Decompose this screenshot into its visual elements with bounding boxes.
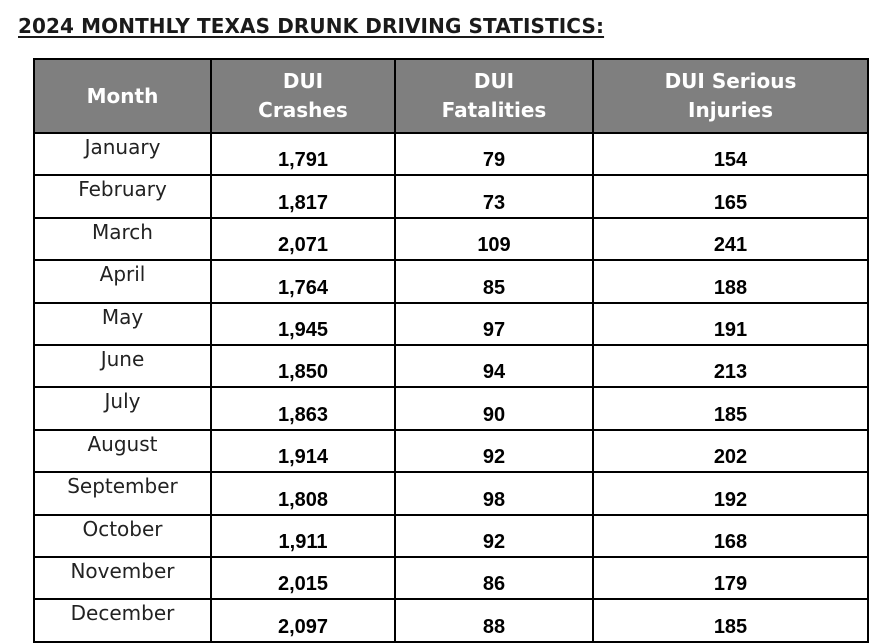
injuries-cell: 154 — [592, 131, 869, 177]
injuries-cell: 191 — [592, 301, 869, 346]
crashes-cell: 1,764 — [210, 259, 396, 304]
table-row: December 2,097 88 185 — [33, 598, 869, 643]
fatalities-cell: 88 — [394, 598, 594, 643]
table-row: February 1,817 73 165 — [33, 174, 869, 219]
fatalities-cell: 90 — [394, 386, 594, 431]
table-row: May 1,945 97 191 — [33, 301, 869, 346]
month-cell: July — [33, 386, 212, 431]
injuries-cell: 241 — [592, 216, 869, 262]
header-injuries: DUI Serious Injuries — [592, 58, 869, 134]
month-cell: August — [33, 428, 212, 474]
crashes-cell: 2,097 — [210, 598, 396, 643]
page-title: 2024 MONTHLY TEXAS DRUNK DRIVING STATIST… — [18, 14, 605, 38]
crashes-cell: 1,914 — [210, 428, 396, 474]
table-row: October 1,911 92 168 — [33, 513, 869, 558]
fatalities-cell: 79 — [394, 131, 594, 177]
table-row: June 1,850 94 213 — [33, 343, 869, 389]
injuries-cell: 202 — [592, 428, 869, 474]
fatalities-cell: 86 — [394, 555, 594, 601]
injuries-cell: 179 — [592, 555, 869, 601]
table-row: August 1,914 92 202 — [33, 428, 869, 474]
month-cell: March — [33, 216, 212, 262]
fatalities-cell: 94 — [394, 343, 594, 389]
crashes-cell: 1,911 — [210, 513, 396, 558]
fatalities-cell: 73 — [394, 174, 594, 219]
injuries-cell: 185 — [592, 598, 869, 643]
crashes-cell: 1,791 — [210, 131, 396, 177]
month-cell: April — [33, 259, 212, 304]
injuries-cell: 192 — [592, 471, 869, 516]
crashes-cell: 1,863 — [210, 386, 396, 431]
header-injuries-line1: DUI Serious — [664, 69, 797, 93]
dui-statistics-table: Month DUI Crashes DUI Fatalities DUI Serio… — [33, 58, 869, 643]
fatalities-cell: 92 — [394, 428, 594, 474]
month-cell: June — [33, 343, 212, 389]
month-cell: December — [33, 598, 212, 643]
fatalities-cell: 98 — [394, 471, 594, 516]
table-row: September 1,808 98 192 — [33, 471, 869, 516]
table-row: January 1,791 79 154 — [33, 131, 869, 177]
header-month: Month — [33, 58, 212, 134]
table-header-row: Month DUI Crashes DUI Fatalities DUI Serio… — [33, 58, 869, 134]
table-row: November 2,015 86 179 — [33, 555, 869, 601]
crashes-cell: 1,808 — [210, 471, 396, 516]
month-cell: September — [33, 471, 212, 516]
crashes-cell: 2,015 — [210, 555, 396, 601]
table-row: March 2,071 109 241 — [33, 216, 869, 262]
header-fatalities-line2: Fatalities — [441, 98, 547, 122]
table-row: July 1,863 90 185 — [33, 386, 869, 431]
fatalities-cell: 92 — [394, 513, 594, 558]
header-crashes-line1: DUI — [282, 69, 324, 93]
injuries-cell: 168 — [592, 513, 869, 558]
month-cell: May — [33, 301, 212, 346]
header-injuries-line2: Injuries — [688, 98, 773, 122]
fatalities-cell: 109 — [394, 216, 594, 262]
header-month-label: Month — [86, 83, 159, 108]
header-crashes: DUI Crashes — [210, 58, 396, 134]
header-crashes-line2: Crashes — [258, 98, 348, 122]
header-fatalities: DUI Fatalities — [394, 58, 594, 134]
injuries-cell: 165 — [592, 174, 869, 219]
table-row: April 1,764 85 188 — [33, 259, 869, 304]
fatalities-cell: 97 — [394, 301, 594, 346]
injuries-cell: 185 — [592, 386, 869, 431]
injuries-cell: 188 — [592, 259, 869, 304]
crashes-cell: 1,945 — [210, 301, 396, 346]
fatalities-cell: 85 — [394, 259, 594, 304]
month-cell: February — [33, 174, 212, 219]
crashes-cell: 1,817 — [210, 174, 396, 219]
crashes-cell: 1,850 — [210, 343, 396, 389]
month-cell: January — [33, 131, 212, 177]
month-cell: November — [33, 555, 212, 601]
crashes-cell: 2,071 — [210, 216, 396, 262]
month-cell: October — [33, 513, 212, 558]
injuries-cell: 213 — [592, 343, 869, 389]
header-fatalities-line1: DUI — [473, 69, 515, 93]
